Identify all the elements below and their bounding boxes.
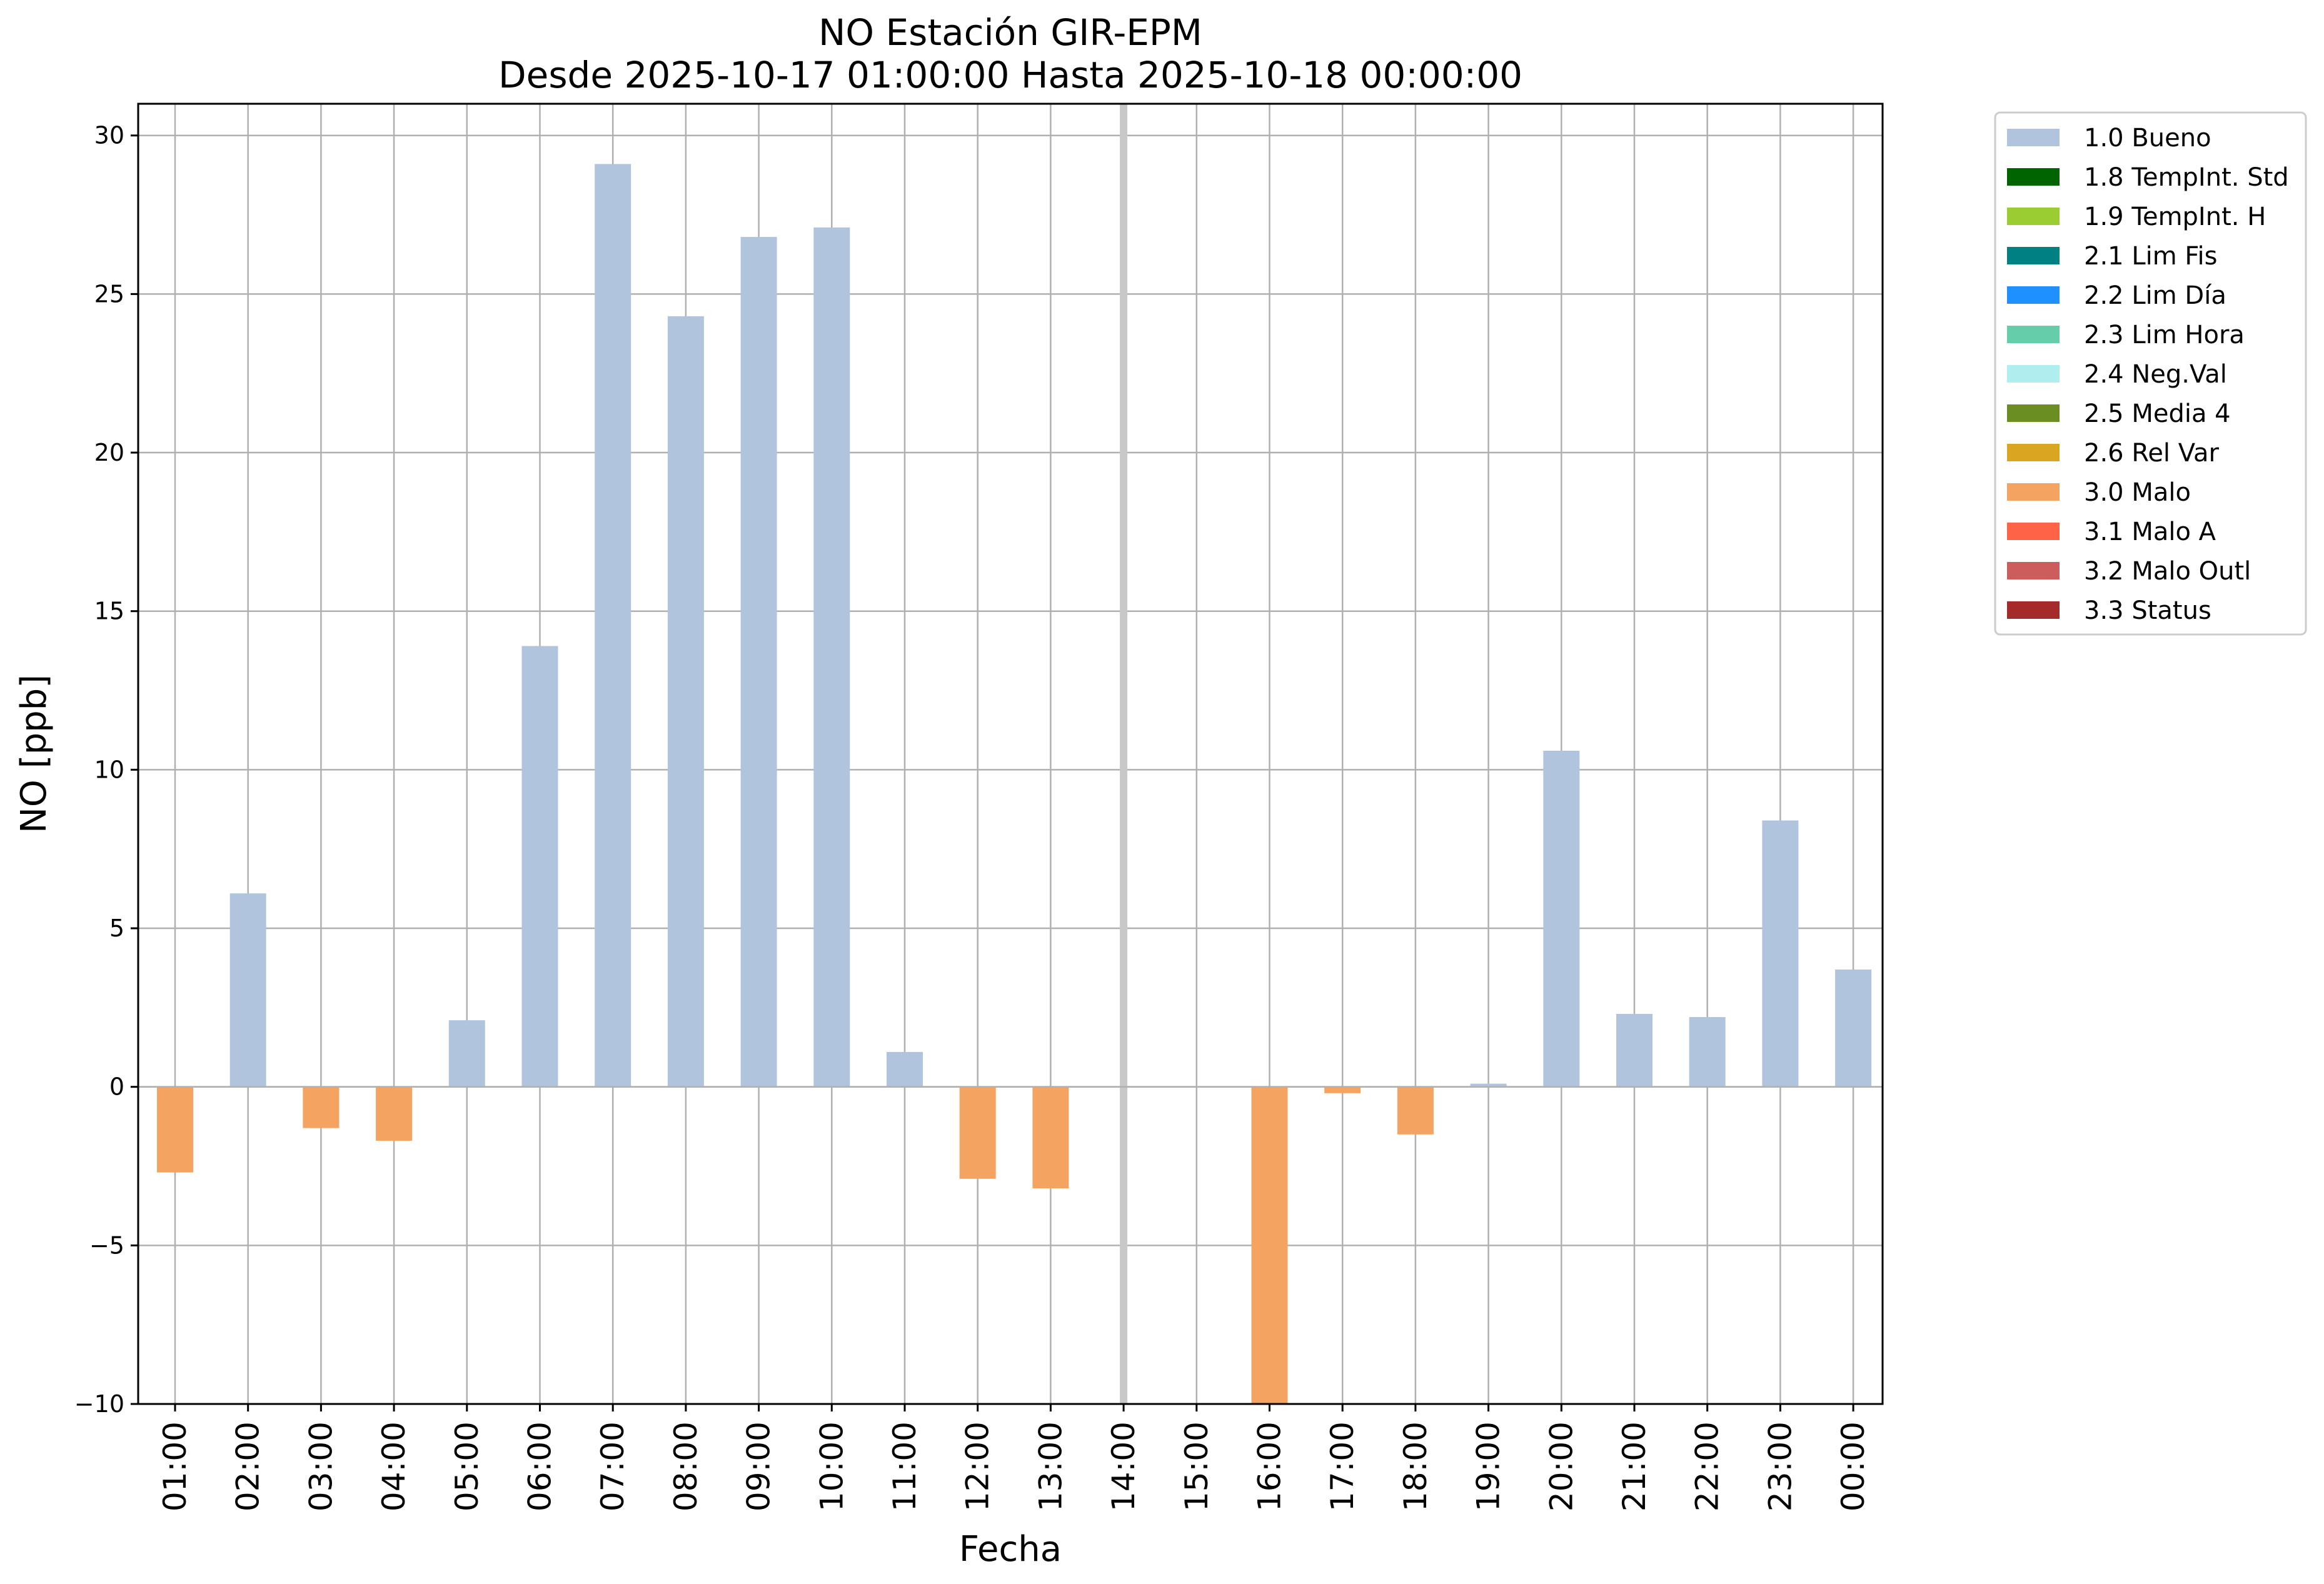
legend-swatch <box>2007 523 2060 540</box>
y-tick-label: 30 <box>94 122 124 149</box>
bar <box>959 1086 996 1179</box>
legend-swatch <box>2007 562 2060 579</box>
legend-label: 2.5 Media 4 <box>2084 399 2231 428</box>
bar <box>229 893 266 1087</box>
x-axis-label: Fecha <box>959 1529 1062 1570</box>
plot-frame <box>137 103 1884 1405</box>
bar <box>157 1086 193 1173</box>
y-tick-label: 0 <box>109 1073 124 1101</box>
y-axis-label: NO [ppb] <box>14 674 54 833</box>
legend-label: 2.3 Lim Hora <box>2084 321 2245 349</box>
legend-label: 3.1 Malo A <box>2084 518 2216 546</box>
legend-swatch <box>2007 247 2060 264</box>
bar <box>521 646 558 1087</box>
x-tick-label: 02:00 <box>230 1421 266 1511</box>
bar <box>1397 1086 1434 1135</box>
legend-label: 2.4 Neg.Val <box>2084 360 2227 389</box>
x-axis: 01:00 02:00 03:00 04:00 05:00 06:00 07:00 08:00… <box>157 1404 1871 1511</box>
y-tick-label: 25 <box>94 280 124 308</box>
x-tick-label: 00:00 <box>1835 1421 1871 1511</box>
legend-swatch <box>2007 326 2060 343</box>
legend: 1.0 Bueno 1.8 TempInt. Std 1.9 TempInt. H 2… <box>1994 111 2307 636</box>
bars <box>157 164 1872 1404</box>
bar <box>1032 1086 1069 1189</box>
x-tick-label: 08:00 <box>668 1421 704 1511</box>
legend-frame <box>1994 111 2307 636</box>
bar <box>1835 969 1872 1087</box>
x-tick-label: 23:00 <box>1762 1421 1798 1511</box>
legend-swatch <box>2007 129 2060 146</box>
bar <box>813 227 850 1087</box>
x-tick-label: 13:00 <box>1032 1421 1069 1511</box>
legend-label: 3.2 Malo Outl <box>2084 557 2251 586</box>
y-tick-label: 10 <box>94 756 124 783</box>
bar <box>1689 1017 1726 1087</box>
x-tick-label: 04:00 <box>376 1421 412 1511</box>
x-tick-label: 22:00 <box>1689 1421 1726 1511</box>
bar <box>667 316 704 1087</box>
legend-label: 2.2 Lim Día <box>2084 281 2226 310</box>
legend-swatch <box>2007 601 2060 619</box>
bar <box>740 237 777 1087</box>
legend-swatch <box>2007 168 2060 186</box>
bar <box>376 1086 413 1141</box>
marker-band <box>1120 104 1128 1404</box>
legend-label: 3.3 Status <box>2084 596 2211 625</box>
x-tick-label: 18:00 <box>1397 1421 1434 1511</box>
x-tick-label: 06:00 <box>522 1421 558 1511</box>
legend-swatch <box>2007 286 2060 304</box>
bar <box>448 1020 485 1087</box>
x-tick-label: 05:00 <box>449 1421 485 1511</box>
legend-entries: 1.0 Bueno 1.8 TempInt. Std 1.9 TempInt. H 2… <box>2007 124 2289 625</box>
marker-band-rect <box>1120 104 1128 1404</box>
bar <box>887 1051 923 1087</box>
bar <box>1251 1086 1288 1404</box>
legend-swatch <box>2007 404 2060 422</box>
x-tick-label: 19:00 <box>1471 1421 1507 1511</box>
x-tick-label: 07:00 <box>595 1421 631 1511</box>
y-tick-label: 20 <box>94 439 124 466</box>
legend-swatch <box>2007 208 2060 225</box>
legend-label: 1.8 TempInt. Std <box>2084 163 2289 192</box>
bar <box>1543 750 1580 1087</box>
x-tick-label: 16:00 <box>1252 1421 1288 1511</box>
bar <box>595 164 631 1087</box>
legend-swatch <box>2007 444 2060 461</box>
bar <box>1616 1014 1652 1087</box>
x-tick-label: 10:00 <box>813 1421 850 1511</box>
x-tick-label: 15:00 <box>1179 1421 1215 1511</box>
x-tick-label: 12:00 <box>960 1421 996 1511</box>
legend-label: 2.1 Lim Fis <box>2084 242 2217 271</box>
x-tick-label: 21:00 <box>1616 1421 1652 1511</box>
y-axis: −10 −5 0 5 10 15 20 25 30 <box>74 122 138 1418</box>
x-tick-label: 11:00 <box>887 1421 923 1511</box>
x-tick-label: 03:00 <box>303 1421 339 1511</box>
legend-label: 1.0 Bueno <box>2084 124 2211 153</box>
x-tick-label: 20:00 <box>1543 1421 1579 1511</box>
legend-swatch <box>2007 365 2060 383</box>
y-tick-label: 5 <box>109 915 124 942</box>
bar <box>1324 1086 1361 1093</box>
chart-subtitle: Desde 2025-10-17 01:00:00 Hasta 2025-10-… <box>498 54 1522 96</box>
bar <box>303 1086 340 1128</box>
bar <box>1762 820 1799 1087</box>
y-tick-label: 15 <box>94 598 124 625</box>
x-tick-label: 14:00 <box>1105 1421 1142 1511</box>
x-tick-label: 09:00 <box>741 1421 777 1511</box>
legend-label: 3.0 Malo <box>2084 478 2191 507</box>
legend-label: 1.9 TempInt. H <box>2084 203 2266 231</box>
x-tick-label: 17:00 <box>1324 1421 1361 1511</box>
y-tick-label: −5 <box>89 1231 124 1259</box>
legend-swatch <box>2007 483 2060 501</box>
x-tick-label: 01:00 <box>157 1421 193 1511</box>
bar <box>1470 1083 1507 1087</box>
y-tick-label: −10 <box>74 1390 124 1418</box>
legend-label: 2.6 Rel Var <box>2084 439 2220 468</box>
chart-title: NO Estación GIR-EPM <box>818 11 1202 54</box>
